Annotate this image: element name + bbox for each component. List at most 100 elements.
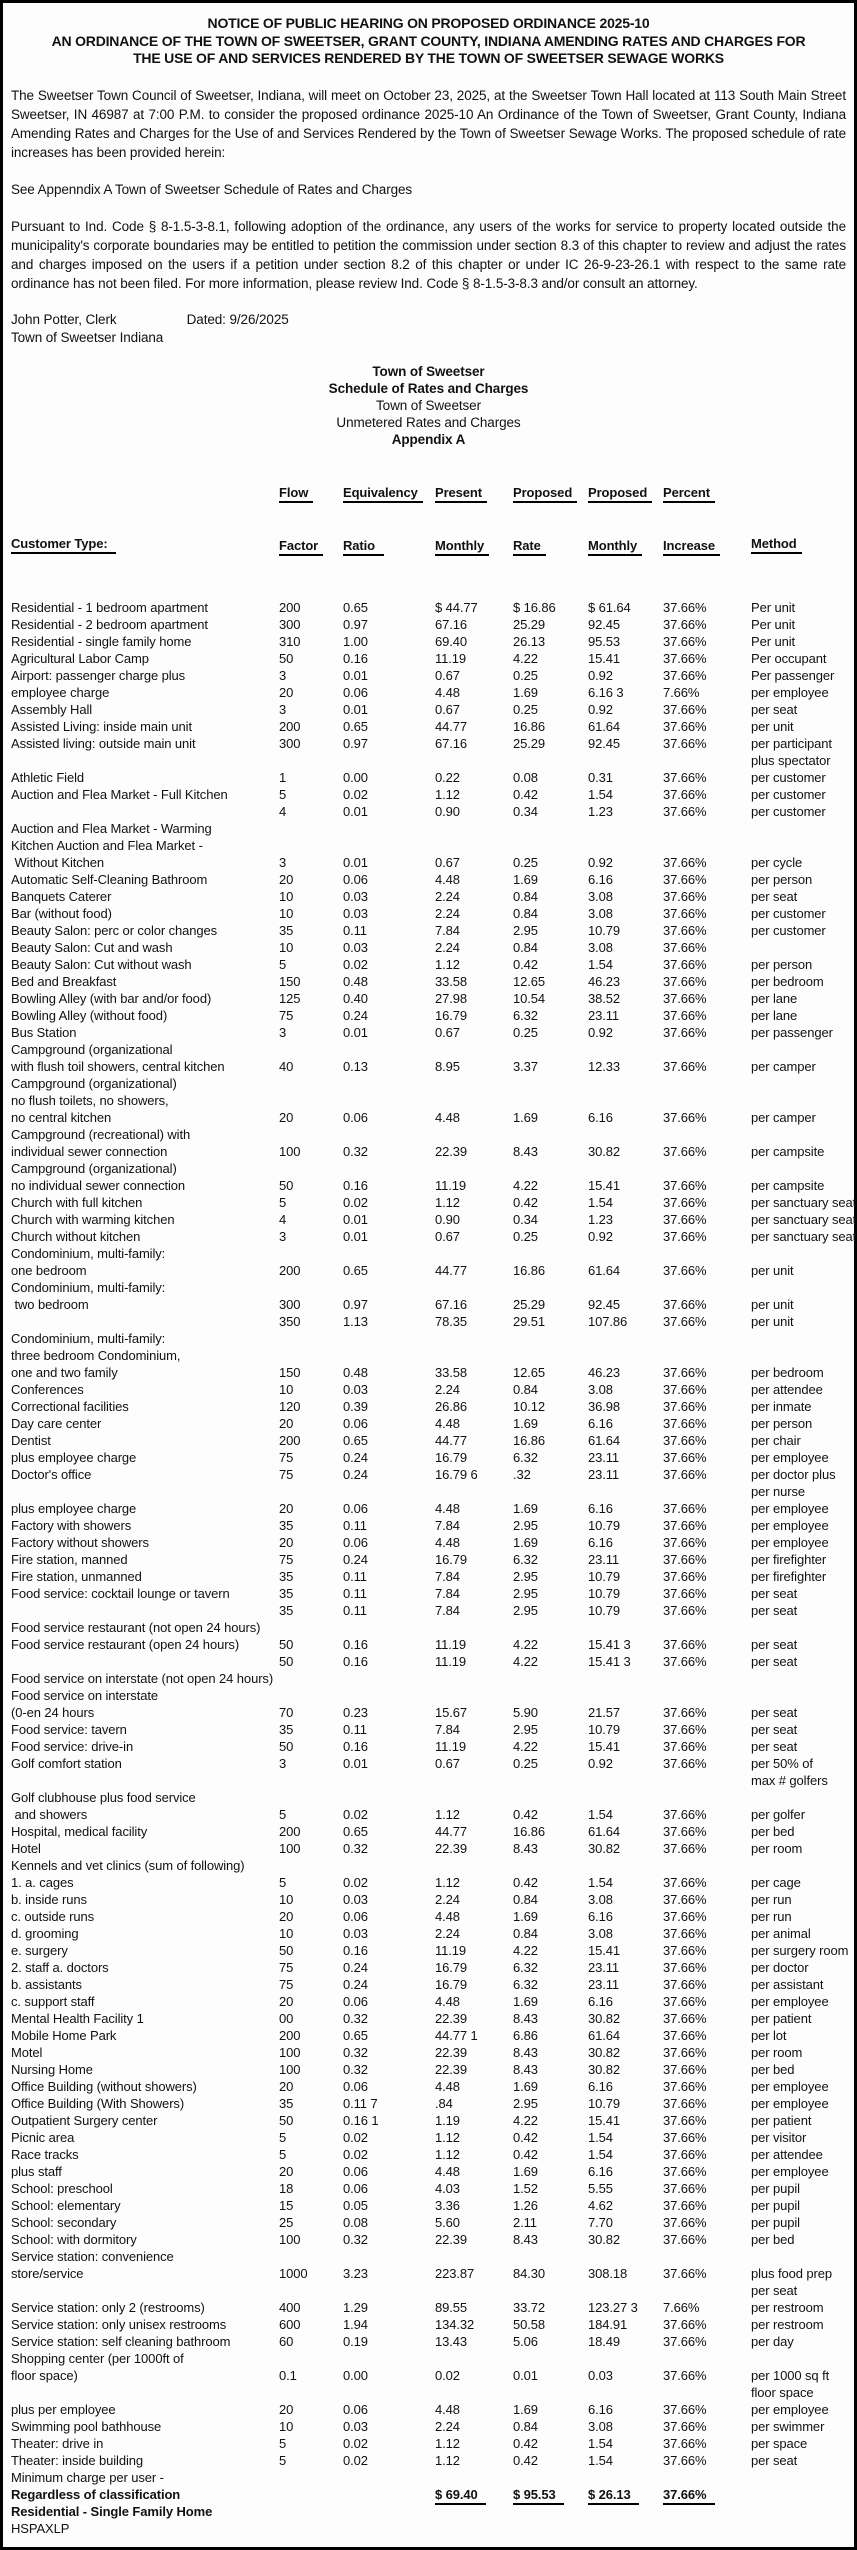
cell-present-monthly: 15.67 — [435, 1704, 468, 1720]
cell-present-monthly — [435, 2469, 513, 2486]
clerk-name: John Potter, Clerk — [11, 311, 117, 327]
cell-flow-factor: 200 — [279, 718, 301, 734]
cell-method: per nurse — [751, 1483, 806, 1499]
cell-percent-increase: 37.66% — [663, 2214, 707, 2230]
cell-method: per camper — [751, 1058, 816, 1074]
cell-customer: e. surgery — [11, 1942, 68, 1958]
cell-proposed-rate: .32 — [513, 1466, 531, 1482]
cell-proposed-rate — [513, 1092, 588, 1109]
cell-equivalency-ratio: 0.03 — [343, 1925, 368, 1941]
cell-percent-increase — [663, 1245, 751, 1262]
cell-proposed-rate: 1.69 — [513, 684, 538, 700]
cell-customer: store/service — [11, 2265, 84, 2281]
cell-present-monthly: 2.24 — [435, 905, 460, 921]
cell-method: per person — [751, 956, 813, 972]
cell-customer: Condominium, multi-family: — [11, 1279, 166, 1295]
cell-proposed-rate: 0.25 — [513, 1024, 538, 1040]
cell-customer: c. support staff — [11, 1993, 95, 2009]
cell-present-monthly: 22.39 — [435, 1143, 468, 1159]
cell-proposed-monthly: 1.54 — [588, 2129, 613, 2145]
cell-method: per assistant — [751, 1976, 824, 1992]
cell-equivalency-ratio: 0.03 — [343, 939, 368, 955]
cell-proposed-rate: 0.84 — [513, 1381, 538, 1397]
cell-present-monthly: 11.19 — [435, 1738, 467, 1754]
cell-percent-increase: 37.66% — [663, 1942, 707, 1958]
col-percent-increase: Percent Increase — [663, 450, 751, 590]
cell-proposed-monthly: 0.03 — [588, 2367, 613, 2383]
cell-proposed-monthly — [588, 1687, 663, 1704]
cell-proposed-monthly: 184.91 — [588, 2316, 628, 2332]
table-row: Swimming pool bathhouse 10 0.03 2.24 0.84 3.0… — [11, 2418, 846, 2435]
cell-percent-increase: 37.66% — [663, 1058, 707, 1074]
cell-percent-increase — [663, 1279, 751, 1296]
cell-flow-factor: 20 — [279, 2401, 294, 2417]
cell-flow-factor: 40 — [279, 1058, 294, 1074]
cell-equivalency-ratio: 0.65 — [343, 1262, 368, 1278]
cell-present-monthly: 2.24 — [435, 888, 460, 904]
cell-proposed-rate: 2.95 — [513, 1585, 538, 1601]
cell-proposed-rate: 0.42 — [513, 2129, 538, 2145]
cell-proposed-rate — [513, 1075, 588, 1092]
cell-flow-factor: 20 — [279, 684, 294, 700]
table-row: Food service on interstate — [11, 1687, 846, 1704]
cell-present-monthly: 1.12 — [435, 956, 460, 972]
cell-equivalency-ratio: 0.01 — [343, 854, 368, 870]
cell-proposed-rate: 4.22 — [513, 2112, 538, 2128]
cell-flow-factor: 3 — [279, 667, 287, 683]
cell-method — [751, 1330, 846, 1347]
cell-proposed-rate: 0.84 — [513, 1891, 538, 1907]
cell-proposed-rate — [513, 1245, 588, 1262]
cell-proposed-rate: 10.12 — [513, 1398, 546, 1414]
cell-proposed-monthly: 15.41 — [588, 2112, 621, 2128]
cell-proposed-monthly: 308.18 — [588, 2265, 628, 2281]
cell-percent-increase — [663, 752, 751, 769]
cell-proposed-rate — [513, 1789, 588, 1806]
cell-flow-factor: 00 — [279, 2010, 294, 2026]
cell-flow-factor: 20 — [279, 1908, 294, 1924]
table-row: Residential - single family home 310 1.00 6… — [11, 633, 846, 650]
table-row: Dentist 200 0.65 44.77 16.86 61.64 37.66% per c… — [11, 1432, 846, 1449]
cell-flow-factor: 5 — [279, 1194, 287, 1210]
cell-equivalency-ratio: 0.39 — [343, 1398, 368, 1414]
cell-percent-increase: 37.66% — [663, 922, 707, 938]
cell-flow-factor: 200 — [279, 1262, 301, 1278]
cell-equivalency-ratio: 0.24 — [343, 1551, 368, 1567]
cell-method: per bed — [751, 2231, 795, 2247]
cell-present-monthly — [435, 1483, 513, 1500]
cell-percent-increase — [663, 2350, 751, 2367]
cell-method: per employee — [751, 684, 829, 700]
cell-equivalency-ratio: 0.06 — [343, 2078, 368, 2094]
cell-present-monthly: 1.12 — [435, 1806, 460, 1822]
cell-equivalency-ratio — [343, 1772, 435, 1789]
cell-customer: no individual sewer connection — [11, 1177, 186, 1193]
cell-proposed-rate: 0.42 — [513, 956, 538, 972]
cell-flow-factor — [279, 1619, 343, 1636]
cell-method: per sanctuary seat — [751, 1228, 857, 1244]
table-row: Service station: only unisex restrooms 60… — [11, 2316, 846, 2333]
cell-flow-factor: 75 — [279, 1976, 294, 1992]
cell-equivalency-ratio: 0.23 — [343, 1704, 368, 1720]
cell-flow-factor: 1000 — [279, 2265, 308, 2281]
cell-present-monthly: 1.12 — [435, 1194, 460, 1210]
cell-proposed-monthly: 12.33 — [588, 1058, 621, 1074]
cell-proposed-rate: 8.43 — [513, 1143, 538, 1159]
cell-present-monthly — [435, 1687, 513, 1704]
cell-flow-factor — [279, 1126, 343, 1143]
cell-equivalency-ratio: 0.11 — [343, 1721, 367, 1737]
cell-proposed-rate: 0.84 — [513, 939, 538, 955]
cell-present-monthly: 1.12 — [435, 2146, 460, 2162]
cell-method: per seat — [751, 701, 798, 717]
table-row: c. outside runs 20 0.06 4.48 1.69 6.16 37.66% p… — [11, 1908, 846, 1925]
cell-flow-factor — [279, 2282, 343, 2299]
cell-customer: plus employee charge — [11, 1449, 137, 1465]
table-row: Automatic Self-Cleaning Bathroom 20 0.06 4.… — [11, 871, 846, 888]
cell-percent-increase: 37.66% — [663, 2044, 707, 2060]
cell-method: per employee — [751, 1534, 829, 1550]
table-row: 1. a. cages 5 0.02 1.12 0.42 1.54 37.66% per ca… — [11, 1874, 846, 1891]
cell-percent-increase: 37.66% — [663, 2367, 707, 2383]
cell-proposed-monthly — [588, 1347, 663, 1364]
cell-proposed-monthly — [588, 1772, 663, 1789]
cell-equivalency-ratio: 0.01 — [343, 1211, 368, 1227]
table-row: Mobile Home Park 200 0.65 44.77 1 6.86 61.64 3… — [11, 2027, 846, 2044]
cell-percent-increase: 37.66% — [663, 2027, 707, 2043]
